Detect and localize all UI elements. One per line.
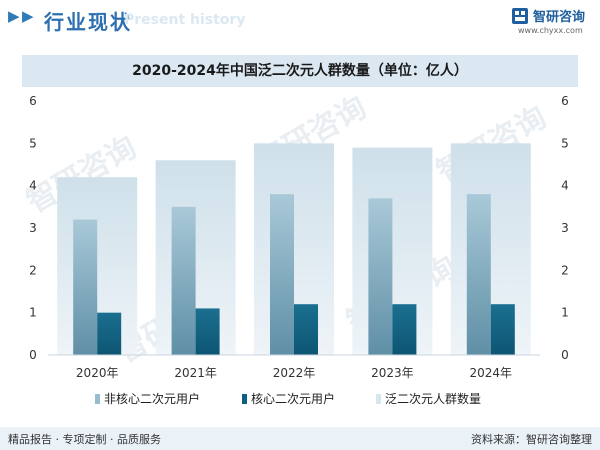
y-tick-label: 3 — [29, 221, 37, 235]
bar-non-core — [466, 194, 491, 355]
y2-tick-label: 4 — [561, 179, 569, 193]
section-title: 行业现状 — [44, 10, 132, 34]
legend-label-total: 泛二次元人群数量 — [385, 391, 481, 406]
chevron-right-icon: ▶ — [8, 7, 20, 25]
y2-tick-label: 6 — [561, 94, 569, 108]
legend-label-core: 核心二次元用户 — [251, 391, 335, 406]
y2-tick-label: 5 — [561, 136, 569, 150]
header: ▶ ▶ 行业现状 Present history 智研咨询 www.chyxx.… — [0, 0, 600, 40]
x-tick-label: 2024年 — [470, 366, 513, 380]
bar-non-core — [270, 194, 294, 355]
brand-logo-icon — [512, 8, 528, 24]
x-tick-label: 2021年 — [174, 366, 217, 380]
bar-non-core — [73, 219, 98, 355]
y2-tick-label: 1 — [561, 306, 569, 320]
x-tick-label: 2023年 — [371, 366, 414, 380]
brand-url: www.chyxx.com — [518, 26, 583, 35]
bar-core — [97, 312, 122, 355]
bar-non-core — [171, 206, 196, 355]
brand-name: 智研咨询 — [533, 10, 586, 25]
y2-tick-label: 0 — [561, 348, 569, 362]
x-tick-label: 2022年 — [273, 366, 316, 380]
y-tick-label: 1 — [29, 306, 37, 320]
y-tick-label: 4 — [29, 179, 37, 193]
y-tick-label: 2 — [29, 263, 37, 277]
y2-tick-label: 2 — [561, 263, 569, 277]
y-tick-label: 5 — [29, 136, 37, 150]
footer: 精品报告 · 专项定制 · 品质服务 资料来源：智研咨询整理 — [0, 427, 600, 450]
bar-core — [490, 304, 515, 355]
y2-tick-label: 3 — [561, 221, 569, 235]
legend-swatch-non-core — [95, 394, 100, 404]
bar-core — [294, 304, 318, 355]
footer-source: 资料来源：智研咨询整理 — [471, 433, 592, 446]
section-subtitle: Present history — [124, 12, 246, 28]
chart-title: 2020-2024年中国泛二次元人群数量（单位：亿人） — [22, 55, 578, 87]
y-tick-label: 0 — [29, 348, 37, 362]
chevron-right-icon: ▶ — [22, 7, 34, 25]
legend-swatch-core — [242, 394, 247, 404]
footer-tagline: 精品报告 · 专项定制 · 品质服务 — [8, 433, 161, 446]
bar-non-core — [368, 198, 393, 355]
bar-core — [392, 304, 417, 355]
bar-core — [195, 308, 220, 355]
legend-swatch-total — [376, 394, 381, 404]
y-tick-label: 6 — [29, 94, 37, 108]
legend-label-non-core: 非核心二次元用户 — [104, 391, 200, 406]
x-tick-label: 2020年 — [76, 366, 119, 380]
